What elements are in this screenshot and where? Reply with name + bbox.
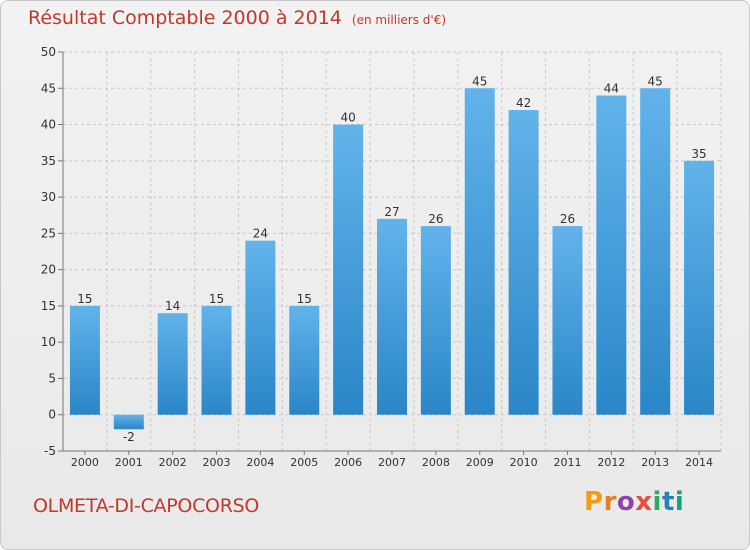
data-label: 40 [340, 111, 355, 125]
x-tick-label: 2002 [159, 456, 187, 469]
bar [552, 226, 583, 415]
bar [640, 88, 671, 415]
logo-letter: P [584, 487, 604, 517]
data-label: 42 [516, 96, 531, 110]
bar [420, 226, 451, 415]
x-tick-label: 2006 [334, 456, 362, 469]
y-tick-label: 0 [48, 408, 56, 422]
x-tick-label: 2013 [641, 456, 669, 469]
x-tick-label: 2009 [466, 456, 494, 469]
bar [684, 160, 715, 415]
x-tick-label: 2008 [422, 456, 450, 469]
x-tick-label: 2000 [71, 456, 99, 469]
y-tick-label: 40 [41, 118, 56, 132]
y-tick-label: 35 [41, 154, 56, 168]
y-tick-label: 5 [48, 371, 56, 385]
x-tick-label: 2001 [115, 456, 143, 469]
place-name: OLMETA-DI-CAPOCORSO [33, 495, 260, 517]
x-tick-label: 2004 [246, 456, 274, 469]
y-tick-label: 25 [41, 226, 56, 240]
data-label: 35 [691, 147, 706, 161]
data-label: 26 [560, 212, 575, 226]
x-tick-label: 2012 [597, 456, 625, 469]
data-label: 26 [428, 212, 443, 226]
bar [113, 414, 144, 430]
x-tick-label: 2014 [685, 456, 713, 469]
data-label: 15 [77, 292, 92, 306]
y-tick-label: 45 [41, 81, 56, 95]
chart-subtitle: (en milliers d'€) [351, 13, 447, 27]
chart-title-block: Résultat Comptable 2000 à 2014 (en millie… [28, 7, 446, 29]
chart-title: Résultat Comptable 2000 à 2014 [28, 7, 342, 29]
bar [464, 88, 495, 415]
bar [596, 95, 627, 415]
logo-letter: i [674, 487, 685, 517]
data-label: 24 [253, 227, 268, 241]
data-label: 14 [165, 299, 180, 313]
x-tick-label: 2003 [203, 456, 231, 469]
y-tick-label: 15 [41, 299, 56, 313]
bar [245, 240, 276, 415]
proxiti-logo: Proxiti [584, 487, 684, 517]
logo-letter: x [635, 487, 653, 517]
data-label: 15 [209, 292, 224, 306]
data-label: 15 [297, 292, 312, 306]
data-label: 45 [648, 74, 663, 88]
y-tick-label: 20 [41, 263, 56, 277]
x-tick-label: 2007 [378, 456, 406, 469]
x-tick-label: 2005 [290, 456, 318, 469]
bar [333, 124, 364, 415]
logo-letter: r [603, 487, 617, 517]
data-label: 45 [472, 74, 487, 88]
y-tick-label: -5 [44, 444, 56, 458]
bar [377, 218, 407, 415]
bar [289, 305, 320, 415]
y-tick-label: 10 [41, 335, 56, 349]
bar [201, 305, 232, 415]
logo-letter: o [616, 487, 636, 517]
logo-letter: t [661, 487, 675, 517]
bar [69, 305, 100, 415]
logo-letter: i [652, 487, 662, 517]
data-label: -2 [123, 430, 135, 444]
x-tick-label: 2010 [510, 456, 538, 469]
bar [508, 110, 539, 415]
data-label: 27 [384, 205, 399, 219]
y-tick-label: 30 [41, 190, 56, 204]
x-tick-label: 2011 [553, 456, 581, 469]
y-tick-label: 50 [41, 45, 56, 59]
bar [157, 313, 188, 415]
data-label: 44 [604, 82, 619, 96]
